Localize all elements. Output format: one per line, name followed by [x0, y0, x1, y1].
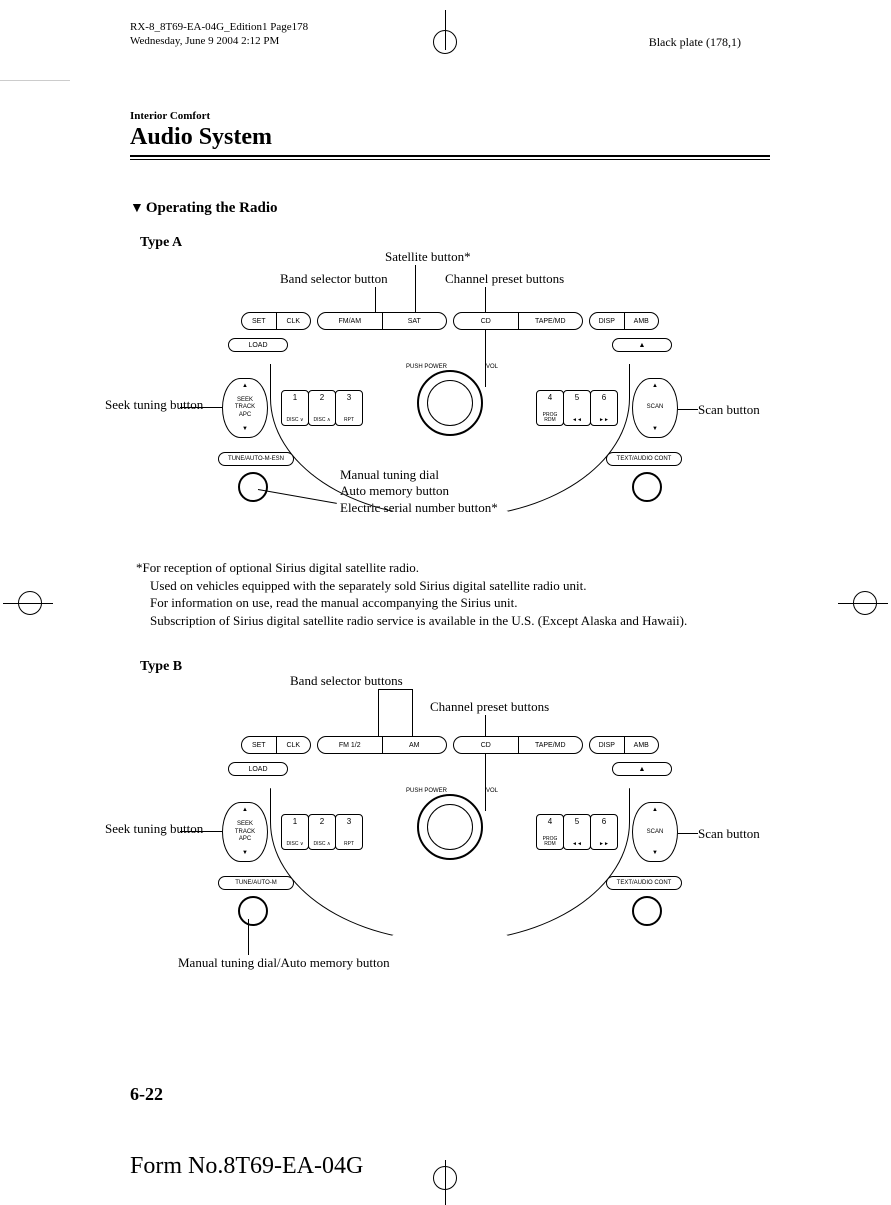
disp-amb-button: DISPAMB: [589, 736, 659, 754]
section-title: Audio System: [130, 124, 770, 151]
page-number: 6-22: [130, 1084, 163, 1105]
timestamp: Wednesday, June 9 2004 2:12 PM: [130, 34, 308, 48]
disp-amb-button: DISPAMB: [589, 312, 659, 330]
callout-seek-b: Seek tuning button: [105, 821, 203, 837]
scan-pod: SCAN: [632, 378, 678, 438]
volume-dial: [417, 794, 483, 860]
volume-dial: [417, 370, 483, 436]
set-clk-button: SETCLK: [241, 312, 311, 330]
gutter-line: [0, 80, 70, 81]
presets-left: 1DISC ∨ 2DISC ∧ 3RPT: [282, 390, 363, 426]
callout-satellite: Satellite button*: [385, 249, 471, 265]
eject-button: ▲: [612, 338, 672, 352]
cd-tape-button: CDTAPE/MD: [453, 736, 583, 754]
rule-thin: [130, 159, 770, 160]
text-button: TEXT/AUDIO CONT: [606, 452, 682, 466]
plate-info: Black plate (178,1): [649, 35, 741, 50]
type-a-diagram: Satellite button* Band selector button C…: [130, 257, 770, 557]
crop-mark-left: [8, 588, 48, 618]
fmam-sat-button: FM/AMSAT: [317, 312, 447, 330]
form-number: Form No.8T69-EA-04G: [130, 1153, 363, 1180]
cd-tape-button: CDTAPE/MD: [453, 312, 583, 330]
scan-pod: SCAN: [632, 802, 678, 862]
section-label: Interior Comfort: [130, 110, 770, 122]
presets-left: 1DISC ∨ 2DISC ∧ 3RPT: [282, 814, 363, 850]
crop-mark-top: [430, 15, 460, 45]
page-content: Interior Comfort Audio System Operating …: [130, 110, 770, 981]
radio-panel-b: SETCLK FM 1/2AM CDTAPE/MD DISPAMB LOAD ▲…: [210, 736, 690, 956]
callout-preset-b: Channel preset buttons: [430, 699, 549, 715]
subheading: Operating the Radio: [130, 200, 770, 217]
callout-dial-b: Manual tuning dial/Auto memory button: [178, 955, 390, 971]
footnote: *For reception of optional Sirius digita…: [130, 559, 770, 629]
tune-knob: [238, 472, 268, 502]
load-button: LOAD: [228, 338, 288, 352]
tune-knob: [238, 896, 268, 926]
callout-band-b: Band selector buttons: [290, 673, 403, 689]
callout-band: Band selector button: [280, 271, 388, 287]
seek-pod: SEEKTRACKAPC: [222, 378, 268, 438]
fm-am-button: FM 1/2AM: [317, 736, 447, 754]
doc-id: RX-8_8T69-EA-04G_Edition1 Page178: [130, 20, 308, 34]
audio-knob: [632, 472, 662, 502]
crop-mark-right: [843, 588, 883, 618]
type-b-label: Type B: [140, 659, 770, 675]
eject-button: ▲: [612, 762, 672, 776]
radio-panel-a: SETCLK FM/AMSAT CDTAPE/MD DISPAMB LOAD ▲…: [210, 312, 690, 532]
audio-knob: [632, 896, 662, 926]
callout-scan: Scan button: [698, 402, 760, 418]
tune-button: TUNE/AUTO-M: [218, 876, 294, 890]
presets-right: 4PROG RDM 5◄◄ 6►►: [537, 390, 618, 426]
callout-preset: Channel preset buttons: [445, 271, 564, 287]
rule-thick: [130, 155, 770, 157]
seek-pod: SEEKTRACKAPC: [222, 802, 268, 862]
load-button: LOAD: [228, 762, 288, 776]
text-button: TEXT/AUDIO CONT: [606, 876, 682, 890]
tune-button: TUNE/AUTO-M-ESN: [218, 452, 294, 466]
header-meta: RX-8_8T69-EA-04G_Edition1 Page178 Wednes…: [130, 20, 308, 49]
type-b-diagram: Band selector buttons Channel preset but…: [130, 681, 770, 981]
crop-mark-bottom: [430, 1160, 460, 1200]
set-clk-button: SETCLK: [241, 736, 311, 754]
callout-seek: Seek tuning button: [105, 397, 203, 413]
presets-right: 4PROG RDM 5◄◄ 6►►: [537, 814, 618, 850]
callout-scan-b: Scan button: [698, 826, 760, 842]
